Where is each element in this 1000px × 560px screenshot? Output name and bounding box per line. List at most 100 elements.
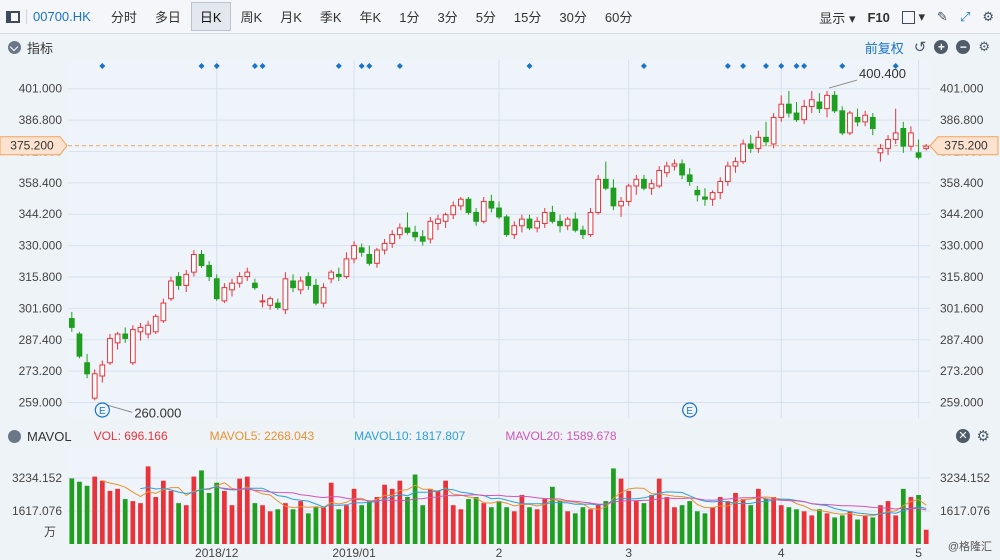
- candle-body: [557, 220, 563, 227]
- tab-multiday[interactable]: 多日: [154, 10, 181, 25]
- tab-3min[interactable]: 3分: [437, 10, 458, 25]
- draw-pen-icon[interactable]: ✎: [937, 9, 948, 24]
- volume-bar: [496, 501, 502, 544]
- volume-bar: [603, 501, 609, 544]
- candle-body: [656, 169, 663, 187]
- close-icon[interactable]: ✕: [956, 429, 970, 443]
- tab-1min[interactable]: 1分: [399, 10, 420, 25]
- volume-bar: [237, 478, 243, 544]
- mavol20-value: MAVOL20: 1589.678: [505, 429, 617, 443]
- volume-bar: [855, 519, 860, 544]
- candle-body: [435, 218, 441, 225]
- candle-body: [732, 161, 739, 167]
- candle-body: [679, 163, 685, 176]
- candle-body: [473, 211, 479, 222]
- fullscreen-icon[interactable]: ⤢: [959, 9, 971, 24]
- ticker-symbol[interactable]: 00700.HK: [26, 9, 97, 24]
- event-dot-marker: [526, 63, 533, 69]
- volume-bar: [504, 507, 509, 544]
- toolbar-right: 显示 ▾ F10 ▾ ✎ ⤢ ⚙: [813, 0, 1000, 34]
- candle-body: [793, 112, 800, 121]
- tab-intraday[interactable]: 分时: [110, 10, 137, 25]
- candle-body: [191, 253, 197, 273]
- candle-body: [801, 105, 807, 121]
- candle-body: [885, 139, 891, 149]
- y-tick-label-right: 315.800: [940, 270, 984, 284]
- volume-bar: [534, 509, 540, 544]
- candle-body: [694, 189, 701, 196]
- event-dot-marker: [99, 63, 106, 69]
- volume-bar: [687, 501, 693, 544]
- candle-body: [450, 205, 457, 216]
- tab-yearly-k[interactable]: 年K: [359, 10, 382, 25]
- event-dot-marker: [801, 63, 808, 69]
- candle-body: [358, 247, 365, 253]
- f10-button[interactable]: F10: [867, 9, 890, 25]
- volume-bar: [99, 480, 105, 544]
- volume-bar: [305, 513, 311, 544]
- volume-bar: [862, 515, 868, 544]
- tab-monthly-k[interactable]: 月K: [280, 10, 302, 25]
- annotation-leader: [828, 79, 858, 89]
- candle-body: [717, 181, 724, 194]
- volume-bar: [77, 481, 82, 544]
- volume-bar: [290, 509, 296, 544]
- event-dot-marker: [762, 63, 769, 69]
- layout-dropdown[interactable]: ▾: [901, 9, 926, 25]
- indicator-label: 指标: [27, 40, 54, 56]
- event-dot-marker: [724, 63, 731, 69]
- candle-body: [519, 218, 525, 227]
- candle-body: [114, 333, 121, 344]
- candle-body: [786, 103, 792, 114]
- adjust-button[interactable]: 前复权: [864, 40, 904, 56]
- candle-body: [633, 178, 640, 187]
- current-price-label-right: 375.200: [944, 139, 988, 153]
- tab-quarterly-k[interactable]: 季K: [319, 10, 342, 25]
- volume-bar: [267, 511, 273, 544]
- zoom-in-icon[interactable]: +: [934, 40, 949, 54]
- volume-bar: [557, 501, 563, 544]
- tab-daily-k[interactable]: 日K: [190, 2, 231, 31]
- candle-body: [122, 333, 129, 339]
- settings-icon[interactable]: ⚙: [982, 9, 994, 24]
- volume-bar: [633, 501, 639, 544]
- candle-body: [755, 136, 762, 149]
- candle-body: [618, 200, 624, 207]
- zoom-out-icon[interactable]: −: [956, 40, 971, 54]
- display-dropdown[interactable]: 显示 ▾: [819, 8, 855, 27]
- candle-body: [297, 280, 304, 291]
- event-dot-marker: [335, 63, 342, 69]
- tab-weekly-k[interactable]: 周K: [240, 10, 263, 25]
- candle-body: [908, 132, 914, 147]
- candle-body: [869, 116, 876, 130]
- sidebar-toggle-icon[interactable]: [0, 0, 26, 34]
- settings-icon[interactable]: ⚙: [976, 428, 990, 445]
- candle-body: [839, 110, 846, 134]
- event-dot-marker: [358, 63, 365, 69]
- indicator-controls: 前复权 ↺ + − ⚙: [865, 36, 990, 58]
- tab-30min[interactable]: 30分: [559, 10, 587, 25]
- collapse-icon[interactable]: [8, 429, 21, 443]
- candle-body: [747, 143, 754, 149]
- candle-body: [702, 196, 708, 200]
- volume-bar: [412, 474, 418, 544]
- candle-body: [465, 198, 472, 213]
- tab-60min[interactable]: 60分: [604, 10, 633, 25]
- tab-15min[interactable]: 15分: [513, 10, 542, 25]
- candle-body: [236, 276, 243, 284]
- settings-icon[interactable]: ⚙: [978, 39, 990, 54]
- collapse-icon[interactable]: [8, 40, 21, 54]
- y-tick-label-left: 259.000: [19, 396, 63, 410]
- volume-bar: [923, 529, 929, 544]
- volume-bar: [664, 497, 670, 544]
- candle-body: [213, 278, 220, 300]
- candle-body: [862, 114, 869, 123]
- volume-bar: [870, 517, 876, 544]
- volume-bar: [702, 513, 708, 544]
- tab-5min[interactable]: 5分: [475, 10, 496, 25]
- candle-body: [175, 276, 182, 286]
- chevron-down-icon: ▾: [918, 9, 926, 24]
- event-dot-marker: [366, 63, 373, 69]
- reset-icon[interactable]: ↺: [913, 39, 927, 56]
